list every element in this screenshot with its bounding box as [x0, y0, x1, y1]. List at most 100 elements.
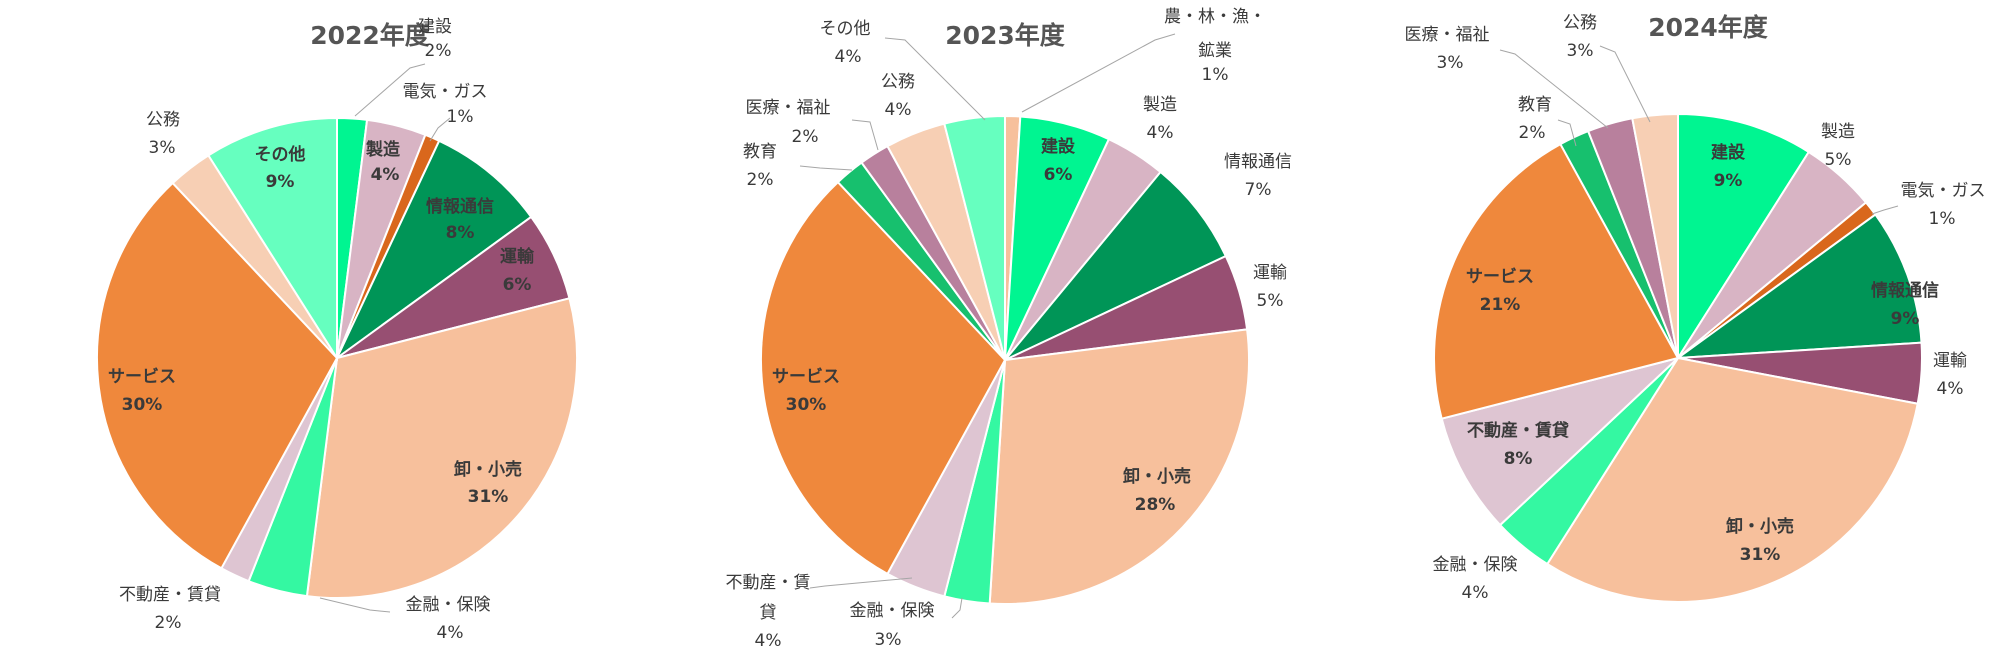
data-label-category: 建設 — [418, 17, 452, 37]
data-label-value: 4% — [885, 100, 912, 120]
data-label-category: 製造 — [365, 139, 401, 160]
data-label-category: 農・林・漁・ — [1164, 7, 1266, 27]
data-label-value: 4% — [835, 47, 862, 67]
data-label-value: 3% — [1437, 53, 1464, 73]
data-label-value: 5% — [1825, 150, 1852, 170]
data-label-value: 3% — [149, 138, 176, 158]
data-label-category: 卸・小売 — [1123, 466, 1191, 487]
data-label-category: 教育 — [1518, 95, 1552, 115]
pie-slice — [1674, 213, 1923, 360]
leader-line — [799, 165, 853, 171]
data-label-category: サービス — [108, 367, 176, 387]
chart-title: 2023年度 — [945, 21, 1065, 50]
data-label-category: 医療・福祉 — [746, 98, 831, 118]
data-label-category-cont: 貸 — [760, 603, 777, 623]
pie-slice — [1631, 112, 1679, 359]
data-label-value: 5% — [1257, 291, 1284, 311]
data-label-value: 2% — [425, 41, 452, 61]
data-label-category: 建設 — [1711, 142, 1746, 163]
data-label-category: その他 — [820, 19, 871, 39]
data-label-value: 4% — [371, 165, 400, 185]
data-label-value: 9% — [1891, 309, 1920, 329]
data-label-category: 情報通信 — [426, 196, 494, 217]
data-label-value: 4% — [1462, 583, 1489, 603]
data-label-value: 4% — [1937, 379, 1964, 399]
data-label-value: 1% — [1929, 209, 1956, 229]
pie-slice — [1004, 170, 1228, 361]
leader-line — [1599, 45, 1651, 123]
data-label-value: 2% — [792, 127, 819, 147]
data-label-value: 30% — [786, 395, 827, 415]
data-label-value: 28% — [1135, 495, 1176, 515]
pie-slice — [943, 114, 1006, 361]
data-label-category: 金融・保険 — [1433, 555, 1518, 575]
data-label-category: 情報通信 — [1871, 280, 1939, 301]
data-label-value: 30% — [122, 395, 163, 415]
data-label-category: 電気・ガス — [1901, 181, 1986, 201]
leader-line — [884, 37, 986, 121]
leader-line — [1499, 49, 1609, 129]
pie-slice — [336, 139, 533, 359]
pie-slice — [760, 180, 1007, 576]
data-label-category: 製造 — [1821, 122, 1855, 142]
data-label-category: 不動産・賃貸 — [119, 585, 221, 605]
data-label-category: 運輸 — [1253, 263, 1287, 283]
data-label-value: 7% — [1245, 180, 1272, 200]
leader-line — [1871, 205, 1899, 215]
leader-line — [429, 117, 451, 142]
data-label-category: その他 — [255, 144, 306, 165]
data-label-value: 21% — [1480, 295, 1521, 315]
data-label-category: 不動産・賃 — [726, 573, 811, 593]
data-label-value: 4% — [755, 631, 782, 651]
chart-title: 2022年度 — [310, 21, 430, 50]
pie-chart-2: 2023年度 農・林・漁・鉱業 1% 建設 6% 製造 4% 情報通信 7% 運輸 5% 卸・小売 28… — [726, 7, 1293, 651]
leader-line — [1021, 33, 1176, 113]
data-label-category: 建設 — [1041, 136, 1076, 157]
pie-slice — [96, 181, 339, 570]
pie-slice — [1677, 112, 1811, 362]
data-label-category: 公務 — [1563, 13, 1597, 33]
data-label-category: 電気・ガス — [403, 82, 488, 102]
data-label-value: 2% — [155, 613, 182, 633]
data-label-value: 3% — [1567, 41, 1594, 61]
data-label-value: 2% — [747, 170, 774, 190]
data-label-category: 医療・福祉 — [1405, 25, 1490, 45]
data-label-category: 卸・小売 — [1726, 516, 1794, 537]
pie-slice — [305, 297, 578, 599]
pie-slice — [988, 328, 1250, 605]
data-label-value: 9% — [1714, 171, 1743, 191]
data-label-category: 製造 — [1143, 95, 1177, 115]
leader-line — [354, 63, 426, 117]
data-label-value: 4% — [437, 623, 464, 643]
pie-slice — [1433, 142, 1680, 420]
data-label-category-cont: 鉱業 — [1198, 41, 1232, 61]
leader-line — [951, 597, 963, 619]
data-label-value: 1% — [1202, 65, 1229, 85]
pie-slice — [207, 116, 338, 362]
data-label-category: サービス — [1466, 267, 1534, 287]
data-label-category: 教育 — [743, 142, 777, 162]
data-label-value: 1% — [447, 107, 474, 127]
leader-line — [809, 577, 913, 589]
data-label-category: 公務 — [146, 110, 180, 130]
data-label-category: 金融・保険 — [850, 601, 935, 621]
data-label-value: 4% — [1147, 123, 1174, 143]
data-label-category: 金融・保険 — [406, 595, 491, 615]
data-label-value: 6% — [1044, 165, 1073, 185]
data-label-value: 31% — [468, 487, 509, 507]
data-label-value: 31% — [1740, 545, 1781, 565]
data-label-category: 公務 — [881, 72, 915, 92]
data-label-value: 3% — [875, 630, 902, 650]
data-label-category: 卸・小売 — [454, 459, 522, 480]
leader-line — [851, 119, 879, 151]
leader-line — [1557, 119, 1577, 147]
leader-line — [319, 597, 391, 613]
data-label-category: 情報通信 — [1224, 152, 1292, 172]
data-label-category: サービス — [772, 367, 840, 387]
data-label-category: 運輸 — [1933, 351, 1967, 371]
data-label-value: 2% — [1519, 123, 1546, 143]
